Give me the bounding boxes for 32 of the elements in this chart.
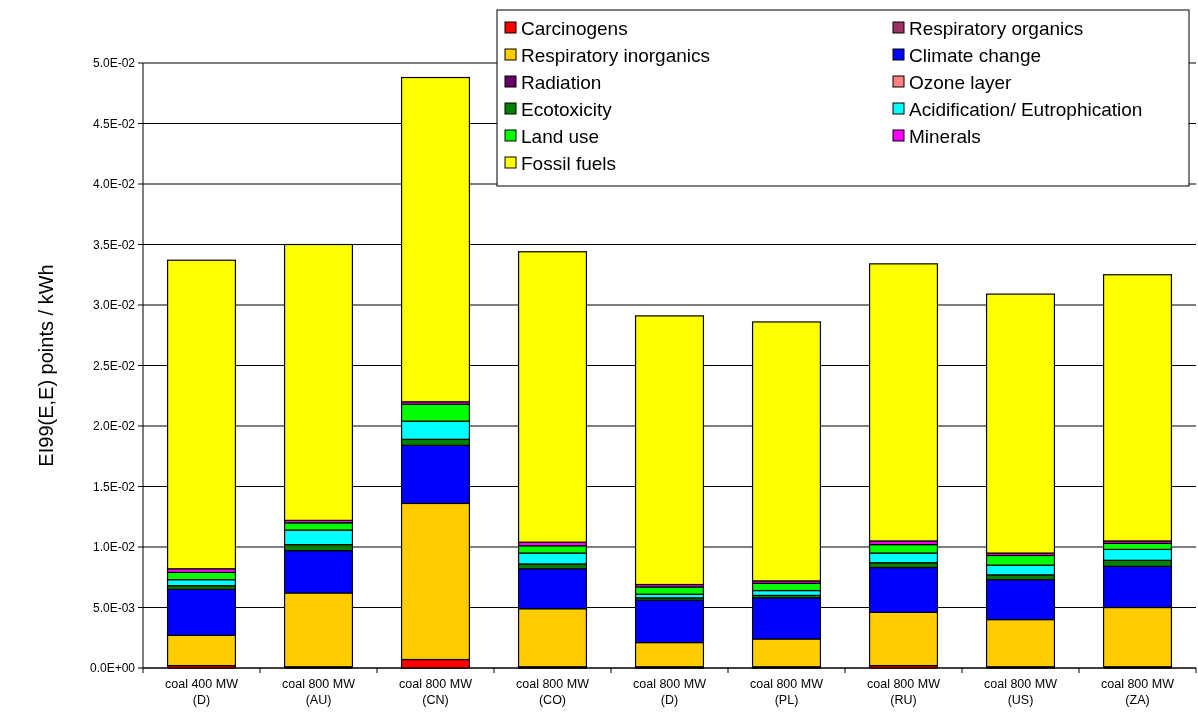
y-tick-label: 0.0E+00 [89,661,136,676]
x-tick-label: coal 800 MW (CN) [399,677,473,707]
y-tick-label: 2.5E-02 [92,358,136,373]
x-tick-label: coal 800 MW (AU) [282,677,356,707]
x-tick-label: coal 800 MW (US) [984,677,1058,707]
x-tick-label: coal 800 MW (RU) [867,677,941,707]
legend-label: Ecotoxicity [521,98,613,120]
y-tick-label: 5.0E-02 [92,56,136,71]
y-tick-label: 4.0E-02 [92,177,136,192]
legend-label: Minerals [909,125,981,147]
y-tick-label: 2.0E-02 [92,419,136,434]
y-axis-title: EI99(E,E) points / kWh [35,264,57,467]
legend-label: Respiratory organics [909,17,1084,39]
legend-label: Fossil fuels [521,152,617,174]
x-tick-label: coal 800 MW (PL) [750,677,824,707]
x-tick-label: coal 800 MW (CO) [516,677,590,707]
y-tick-label: 3.5E-02 [92,237,136,252]
x-tick-label: coal 400 MW (D) [165,677,239,707]
y-tick-label: 5.0E-03 [92,600,136,615]
y-tick-label: 3.0E-02 [92,298,136,313]
legend-label: Radiation [521,71,602,93]
legend-label: Climate change [909,44,1042,66]
y-tick-label: 1.5E-02 [92,479,136,494]
legend-label: Carcinogens [521,17,628,39]
legend-label: Ozone layer [909,71,1013,93]
legend-label: Acidification/ Eutrophication [909,98,1143,120]
x-tick-label: coal 800 MW (D) [633,677,707,707]
legend-label: Land use [521,125,600,147]
y-tick-label: 1.0E-02 [92,540,136,555]
y-tick-label: 4.5E-02 [92,116,136,131]
x-tick-label: coal 800 MW (ZA) [1101,677,1175,707]
legend-label: Respiratory inorganics [521,44,711,66]
